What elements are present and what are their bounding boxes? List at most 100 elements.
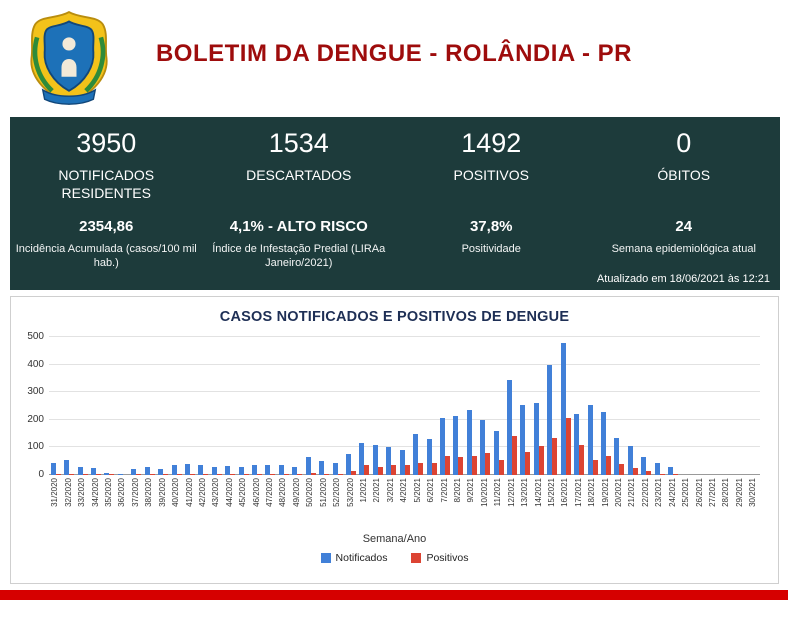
bar-groups <box>49 337 760 475</box>
x-tick: 40/2020 <box>170 478 183 530</box>
gridline <box>49 446 760 448</box>
stat-descartados: 1534 DESCARTADOS <box>203 128 396 202</box>
bar-group <box>291 467 304 475</box>
bar-positivos <box>579 444 585 475</box>
x-tick-label: 47/2020 <box>265 478 275 507</box>
bar-group <box>559 343 572 475</box>
bar-positivos <box>230 473 236 475</box>
bar-notificados <box>158 469 164 475</box>
x-tick-label: 52/2020 <box>332 478 342 507</box>
bar-positivos <box>55 473 61 475</box>
bar-positivos <box>498 459 504 475</box>
stat-obitos: 0 ÓBITOS <box>588 128 781 202</box>
legend-item-notificados: Notificados <box>320 552 387 564</box>
bar-group <box>398 450 411 475</box>
bar-group <box>183 463 196 475</box>
x-tick-label: 45/2020 <box>238 478 248 507</box>
x-tick: 51/2020 <box>317 478 330 530</box>
plot-area <box>49 336 760 475</box>
bar-positivos <box>176 474 182 475</box>
bar-notificados <box>641 457 647 475</box>
bar-group <box>411 433 424 475</box>
stat-label: Índice de Infestação Predial (LIRAa Jane… <box>212 243 386 270</box>
bar-notificados <box>547 364 553 475</box>
bar-notificados <box>399 450 405 475</box>
bar-notificados <box>144 466 150 475</box>
bar-notificados <box>533 403 539 475</box>
x-tick-label: 31/2020 <box>50 478 60 507</box>
bar-notificados <box>90 468 96 475</box>
gridline <box>49 363 760 365</box>
bar-positivos <box>431 462 437 475</box>
x-tick: 33/2020 <box>76 478 89 530</box>
bar-group <box>613 437 626 475</box>
bar-group <box>103 472 116 475</box>
x-tick-label: 19/2021 <box>600 478 610 507</box>
x-tick: 17/2021 <box>572 478 585 530</box>
bar-notificados <box>614 437 620 475</box>
x-tick: 47/2020 <box>264 478 277 530</box>
bar-group <box>626 446 639 475</box>
x-tick: 15/2021 <box>546 478 559 530</box>
x-tick-label: 27/2021 <box>707 478 717 507</box>
bar-positivos <box>270 473 276 475</box>
x-tick-label: 20/2021 <box>614 478 624 507</box>
bar-notificados <box>50 462 56 475</box>
bar-positivos <box>418 462 424 475</box>
bar-positivos <box>592 459 598 475</box>
x-tick-label: 34/2020 <box>90 478 100 507</box>
bar-group <box>89 468 102 475</box>
bar-positivos <box>659 473 665 475</box>
stat-incidencia-acumulada: 2354,86 Incidência Acumulada (casos/100 … <box>10 218 203 271</box>
x-tick-label: 12/2021 <box>506 478 516 507</box>
updated-timestamp: Atualizado em 18/06/2021 às 12:21 <box>596 273 770 285</box>
stat-label: NOTIFICADOS RESIDENTES <box>58 166 155 201</box>
x-tick: 16/2021 <box>559 478 572 530</box>
gridline <box>49 418 760 420</box>
bar-group <box>519 404 532 475</box>
bar-positivos <box>471 455 477 475</box>
bar-group <box>666 466 679 475</box>
bar-notificados <box>131 469 137 475</box>
bar-notificados <box>493 430 499 475</box>
bar-positivos <box>283 473 289 475</box>
x-tick: 19/2021 <box>599 478 612 530</box>
bar-positivos <box>297 474 303 475</box>
x-tick: 45/2020 <box>237 478 250 530</box>
x-tick: 30/2021 <box>747 478 760 530</box>
x-tick-label: 1/2021 <box>359 478 369 503</box>
x-tick-label: 48/2020 <box>278 478 288 507</box>
stat-value: 1492 <box>461 128 522 158</box>
bar-notificados <box>292 467 298 475</box>
x-tick-label: 22/2021 <box>640 478 650 507</box>
x-tick: 43/2020 <box>210 478 223 530</box>
bar-notificados <box>184 463 190 475</box>
x-tick-label: 44/2020 <box>224 478 234 507</box>
bar-positivos <box>565 418 571 475</box>
bottom-red-bar <box>0 590 788 600</box>
x-tick-label: 53/2020 <box>345 478 355 507</box>
stat-value: 2354,86 <box>79 218 134 236</box>
stat-infestacao-predial: 4,1% - ALTO RISCO Índice de Infestação P… <box>203 218 396 271</box>
bar-group <box>344 454 357 475</box>
x-tick: 39/2020 <box>156 478 169 530</box>
bar-notificados <box>520 404 526 475</box>
y-tick-label: 500 <box>27 331 44 342</box>
stat-label: ÓBITOS <box>657 166 711 183</box>
x-tick-label: 10/2021 <box>479 478 489 507</box>
bar-group <box>452 415 465 475</box>
bar-notificados <box>64 459 70 475</box>
header: BOLETIM DA DENGUE - ROLÂNDIA - PR <box>0 0 788 117</box>
x-tick: 22/2021 <box>640 478 653 530</box>
x-tick-label: 24/2021 <box>667 478 677 507</box>
bar-positivos <box>243 474 249 475</box>
bar-notificados <box>265 464 271 475</box>
legend-swatch-positivos <box>411 553 422 563</box>
x-tick: 11/2021 <box>492 478 505 530</box>
chart-title: CASOS NOTIFICADOS E POSITIVOS DE DENGUE <box>219 309 570 325</box>
x-tick: 29/2021 <box>734 478 747 530</box>
bar-notificados <box>345 454 351 475</box>
bar-positivos <box>646 470 652 475</box>
bar-notificados <box>332 463 338 475</box>
x-tick-label: 41/2020 <box>184 478 194 507</box>
